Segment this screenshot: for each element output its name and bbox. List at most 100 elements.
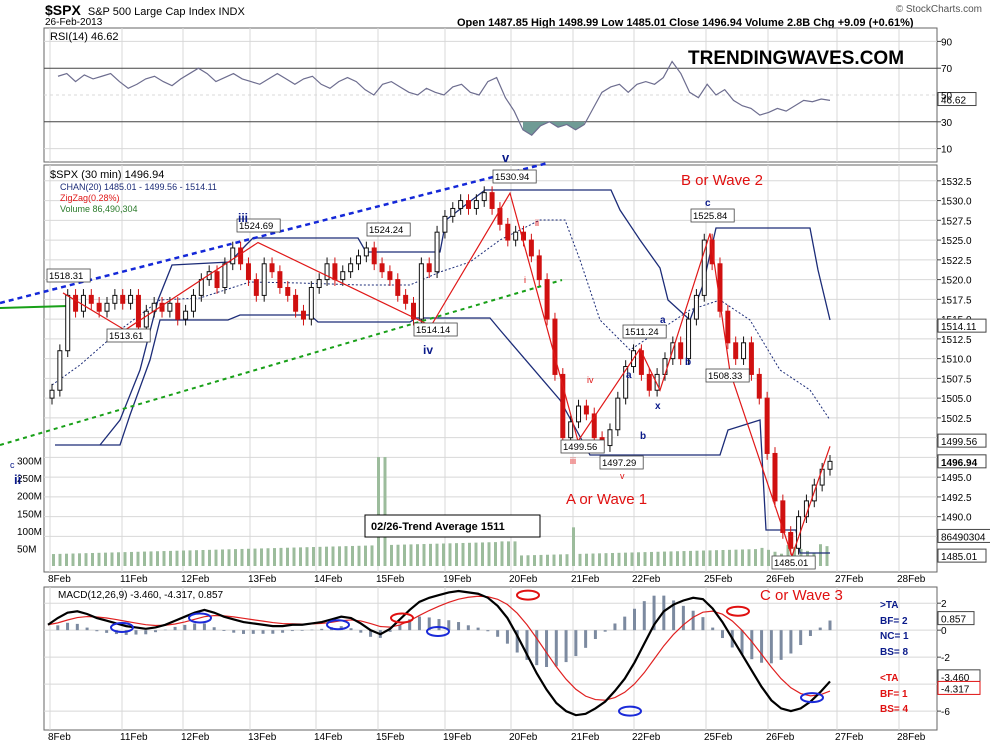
macd-histogram-bar — [56, 625, 60, 631]
macd-histogram-bar — [359, 630, 363, 633]
macd-histogram-bar — [417, 616, 421, 631]
candle-body — [623, 366, 629, 399]
price-value-tag — [937, 318, 987, 333]
candle-body — [489, 192, 495, 209]
pivot-label: 1524.24 — [369, 225, 403, 236]
volume-bar — [182, 550, 185, 566]
volume-bar — [156, 551, 159, 566]
candle-body — [214, 271, 220, 288]
wave-label: v — [620, 471, 625, 481]
volume-layer — [52, 457, 829, 566]
macd-histogram-bar — [447, 620, 451, 631]
volume-bar — [630, 552, 634, 566]
macd-gt-bs: BS= 8 — [880, 647, 909, 658]
wave-label: iii — [238, 211, 248, 225]
pivot-label: 1525.84 — [693, 211, 727, 222]
macd-histogram-bar — [222, 630, 226, 631]
wave-label: B or Wave 2 — [681, 172, 763, 189]
candle-body — [230, 247, 236, 265]
x-tick-label-22Feb: 22Feb — [632, 574, 661, 585]
volume-bar — [546, 554, 549, 566]
volume-bar — [286, 547, 289, 566]
candle-body — [300, 310, 306, 320]
macd-histogram-bar — [163, 629, 167, 631]
price-value-tag-text: 1485.01 — [941, 552, 978, 563]
candle-body — [780, 500, 786, 533]
price-tick-label: 1512.5 — [941, 335, 972, 346]
x-tick-label-bottom-28Feb: 28Feb — [897, 732, 926, 743]
volume-tick-label: 50M — [17, 544, 36, 555]
macd-histogram-bar — [515, 630, 519, 653]
pivot-label: 1514.14 — [416, 325, 450, 336]
volume-bar — [669, 551, 673, 566]
macd-histogram-bar — [701, 617, 705, 631]
price-panel — [43, 164, 938, 573]
macd-lt-bs: BS= 4 — [880, 704, 909, 715]
macd-cross-marker — [326, 619, 350, 631]
candle-body — [332, 263, 338, 281]
macd-lt-bf: BF= 1 — [880, 689, 908, 700]
x-tick-label-26Feb: 26Feb — [766, 574, 795, 585]
header-title: $SPX S&P 500 Large Cap Index INDX — [45, 2, 245, 18]
volume-tick-label: 300M — [17, 457, 42, 468]
wave-label: a — [660, 315, 666, 326]
volume-bar — [533, 555, 536, 566]
volume-bar — [442, 543, 445, 566]
volume-bar — [552, 554, 556, 566]
macd-histogram-bar — [369, 630, 373, 637]
volume-bar — [585, 553, 588, 566]
volume-bar — [637, 552, 640, 566]
wave-label: iv — [587, 375, 594, 385]
x-tick-label-bottom-21Feb: 21Feb — [571, 732, 600, 743]
pivot-label-box — [46, 268, 91, 283]
zigzag-polyline — [62, 191, 831, 558]
candle-body — [693, 294, 699, 320]
candle-body — [128, 294, 134, 304]
volume-bar — [214, 549, 218, 566]
wave-label: b — [640, 431, 646, 442]
volume-bar — [84, 553, 88, 566]
price-tick-label: 1492.5 — [941, 493, 972, 504]
candle-body — [222, 263, 228, 288]
volume-bar — [325, 546, 328, 566]
macd-histogram-bar — [476, 627, 480, 631]
volume-bar — [435, 543, 439, 566]
wave-label: c — [705, 198, 711, 209]
volume-bar — [422, 544, 426, 566]
candle-body — [96, 302, 102, 312]
macd-histogram-bar — [486, 630, 490, 632]
volume-bar — [104, 552, 107, 566]
macd-histogram-bar — [144, 630, 148, 635]
volume-bar — [591, 553, 595, 566]
macd-value-tag-text: 0.857 — [941, 615, 966, 626]
candle-body — [285, 286, 291, 296]
macd-histogram-bar — [281, 630, 285, 633]
volume-bar — [624, 552, 627, 566]
pivot-label-box — [705, 368, 750, 383]
macd-histogram-bar — [310, 629, 314, 631]
price-value-tag-text: 1514.11 — [941, 322, 977, 333]
price-value-tag-text: 1499.56 — [941, 437, 978, 448]
macd-legend: MACD(12,26,9) -3.460, -4.317, 0.857 — [58, 590, 224, 601]
candle-body — [112, 294, 118, 304]
candle-body — [560, 373, 566, 439]
volume-bar — [474, 542, 478, 566]
candle-body — [104, 302, 110, 312]
volume-bar — [383, 457, 387, 566]
macd-gt-nc: NC= 1 — [880, 631, 909, 642]
pivot-label: 1524.69 — [239, 221, 273, 232]
upper-trendline — [0, 161, 549, 305]
macd-tick-label: -6 — [941, 707, 950, 718]
x-tick-label-19Feb: 19Feb — [443, 574, 472, 585]
macd-histogram-bar — [818, 627, 822, 631]
macd-histogram-bar — [212, 627, 216, 631]
macd-panel — [43, 586, 938, 731]
pivot-label-box — [492, 169, 537, 184]
volume-bar — [208, 549, 211, 566]
price-tick-label: 1530.0 — [941, 197, 972, 208]
volume-bar — [728, 549, 731, 566]
volume-bar — [188, 550, 192, 566]
volume-bar — [364, 545, 367, 566]
x-tick-label-bottom-12Feb: 12Feb — [181, 732, 210, 743]
macd-histogram-bar — [398, 624, 402, 631]
